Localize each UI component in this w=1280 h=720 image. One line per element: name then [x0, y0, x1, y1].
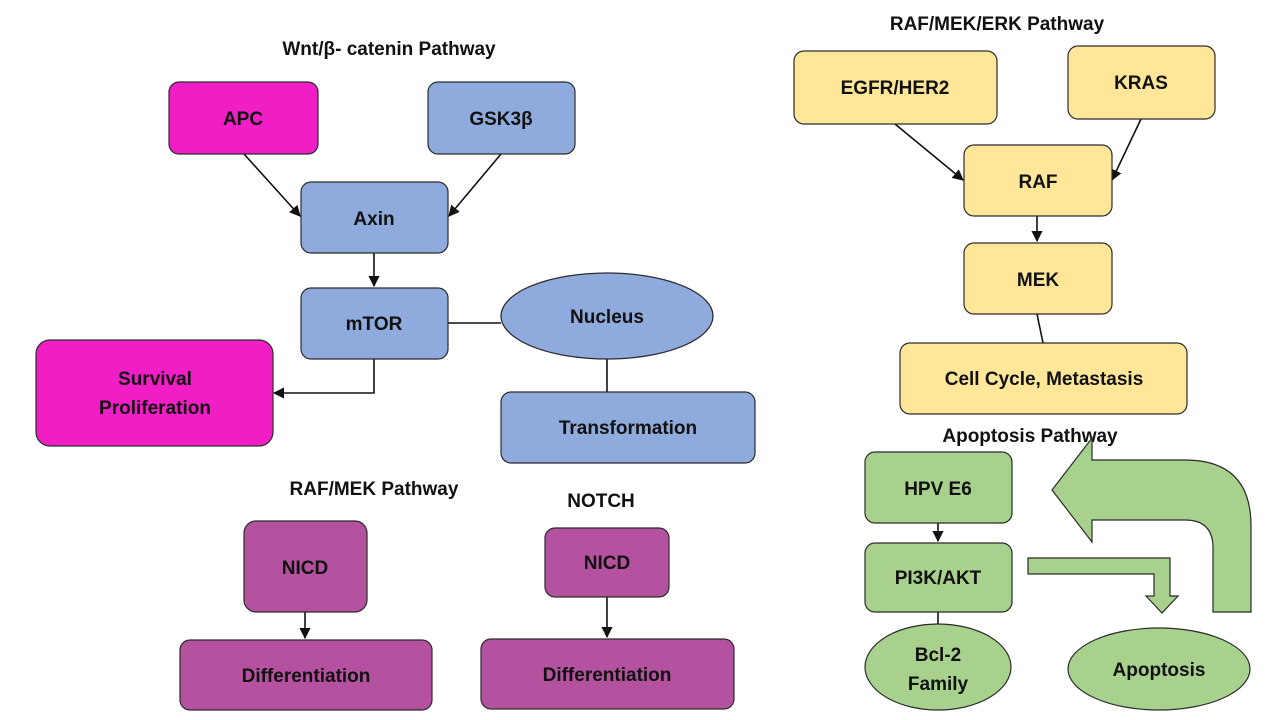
axin-label: Axin — [353, 209, 394, 230]
apoptosis-label: Apoptosis — [1113, 660, 1206, 681]
bcl2-label: Bcl-2 — [915, 645, 961, 666]
edge-mtor-to-survival — [272, 359, 375, 399]
transformation-node — [500, 391, 756, 464]
edge-gsk3b-to-axin — [448, 153, 502, 217]
family-label: Family — [908, 674, 969, 695]
nucleus-label: Nucleus — [570, 307, 644, 328]
kras-label: KRAS — [1114, 73, 1168, 94]
egfr-her2-label: EGFR/HER2 — [841, 78, 950, 99]
edge-egfr-to-raf — [894, 123, 964, 181]
mek-label: MEK — [1017, 270, 1060, 291]
cell-cycle-metastasis-node — [899, 342, 1188, 415]
edge-kras-to-raf — [1111, 118, 1142, 182]
pi3k-akt-label: PI3K/AKT — [895, 568, 982, 589]
pi3k-to-apoptosis-arrow-icon — [1027, 557, 1180, 614]
kras-node — [1067, 45, 1216, 120]
apc-label: APC — [223, 109, 263, 130]
raf-label: RAF — [1018, 172, 1057, 193]
differentiation-node-1 — [179, 639, 433, 711]
apc-node — [168, 81, 319, 155]
egfr-her2-node — [793, 50, 998, 125]
apoptosis-node — [1067, 627, 1251, 711]
wnt-pathway-title: Wnt/β- catenin Pathway — [282, 39, 496, 60]
hpv-e6-node — [864, 451, 1013, 524]
differentiation-label-2: Differentiation — [543, 665, 672, 686]
hpv-e6-label: HPV E6 — [904, 479, 972, 500]
differentiation-node-2 — [480, 638, 735, 710]
transformation-label: Transformation — [559, 418, 697, 439]
edge-apc-to-axin — [243, 153, 301, 217]
apoptosis-pathway-title: Apoptosis Pathway — [942, 426, 1118, 447]
survival-proliferation-node — [35, 339, 274, 447]
raf-mek-erk-pathway-title: RAF/MEK/ERK Pathway — [890, 14, 1105, 35]
pi3k-akt-node — [864, 542, 1013, 613]
cell-cycle-metastasis-label: Cell Cycle, Metastasis — [945, 369, 1144, 390]
gsk3b-label: GSK3β — [469, 109, 532, 130]
mtor-label: mTOR — [346, 314, 403, 335]
proliferation-label: Proliferation — [99, 398, 211, 419]
raf-mek-pathway-title: RAF/MEK Pathway — [290, 479, 459, 500]
survival-label: Survival — [118, 369, 192, 390]
nicd-node-1 — [243, 520, 368, 613]
axin-node — [300, 181, 449, 254]
feedback-bent-arrow-icon — [1051, 436, 1252, 613]
gsk3b-node — [427, 81, 576, 155]
nicd-node-2 — [544, 527, 670, 598]
raf-node — [963, 144, 1113, 217]
mtor-node — [300, 287, 449, 360]
nicd-label-1: NICD — [282, 558, 328, 579]
differentiation-label-1: Differentiation — [242, 666, 371, 687]
edge-mek-to-cell-cycle — [1036, 313, 1044, 344]
bcl2-family-node — [864, 623, 1012, 711]
notch-title: NOTCH — [567, 491, 635, 512]
mek-node — [963, 242, 1113, 315]
nucleus-node — [500, 272, 714, 360]
nicd-label-2: NICD — [584, 553, 630, 574]
